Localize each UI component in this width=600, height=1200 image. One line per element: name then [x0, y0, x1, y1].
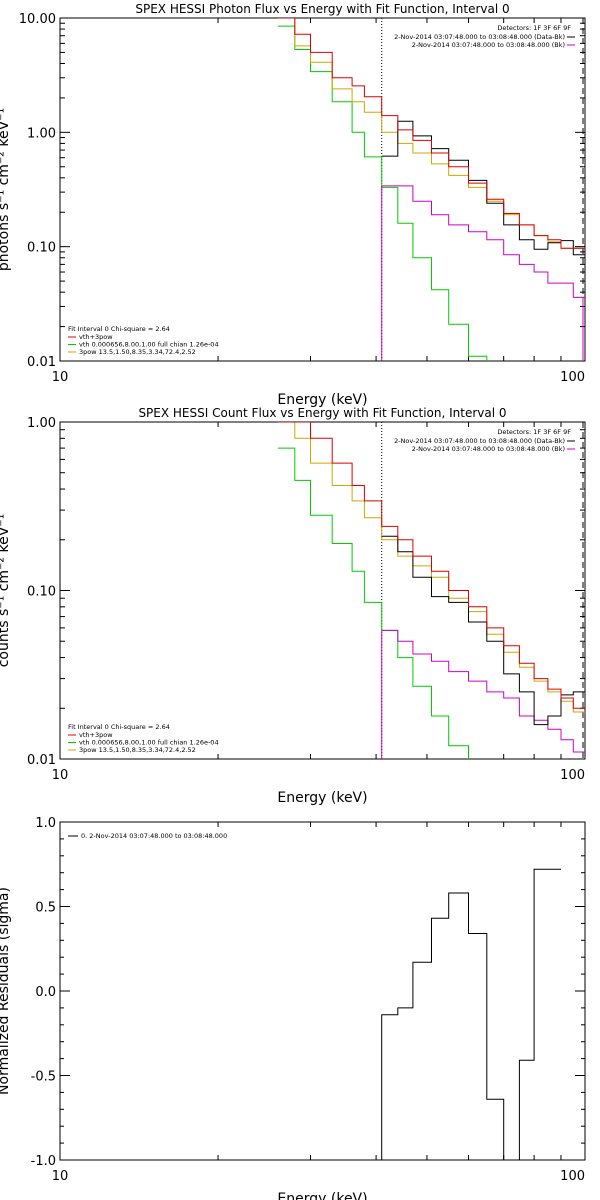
time-range-label: 2-Nov-2014 03:07:48.000 to 03:08:48.000 … [412, 41, 565, 49]
detectors-label: Detectors: 1F 3F 6F 9F [497, 24, 571, 32]
series-group [277, 18, 585, 361]
legend-title: Fit Interval 0 Chi-square = 2.64 [68, 325, 170, 333]
y-axis-label: Normalized Residuals (sigma) [0, 887, 12, 1095]
time-range-label: 2-Nov-2014 03:07:48.000 to 03:08:48.000 … [394, 33, 565, 41]
series-vth-3pow [277, 422, 585, 709]
series-group [277, 422, 585, 759]
legend-entry: 0. 2-Nov-2014 03:07:48.000 to 03:08:48.0… [81, 832, 227, 840]
plot-frame [59, 17, 586, 362]
y-tick-label: 0.5 [35, 901, 56, 916]
legend-entry: vth 0.000656,8.00,1.00 full chian 1.26e-… [79, 341, 219, 349]
series-vth [277, 447, 469, 759]
x-axis-label: Energy (keV) [277, 392, 367, 408]
y-tick-label: 0.10 [27, 241, 56, 256]
legend-entry: vth 0.000656,8.00,1.00 full chian 1.26e-… [79, 739, 219, 747]
y-tick-label: 0.01 [27, 355, 56, 370]
x-tick-label: 10 [52, 768, 69, 783]
series-data-bk [381, 120, 585, 256]
panel-0: SPEX HESSI Photon Flux vs Energy with Fi… [0, 2, 586, 408]
y-tick-label: -1.0 [31, 1154, 56, 1169]
series-bk [381, 185, 585, 298]
series-3pow [277, 422, 585, 713]
time-range-label: 2-Nov-2014 03:07:48.000 to 03:08:48.000 … [412, 445, 565, 453]
series-bk [381, 629, 585, 753]
legend-entry: vth+3pow [79, 731, 113, 739]
detectors-label: Detectors: 1F 3F 6F 9F [497, 428, 571, 436]
legend-entry: vth+3pow [79, 333, 113, 341]
plot-frame [59, 821, 586, 1161]
legend-title: Fit Interval 0 Chi-square = 2.64 [68, 723, 170, 731]
legend-entry: 3pow 13.5,1.50,8.35,3.34,72.4,2.52 [79, 348, 196, 356]
y-tick-label: 1.00 [27, 416, 56, 431]
x-tick-label: 100 [560, 370, 585, 385]
y-axis-label: counts s⁻¹ cm⁻² keV⁻¹ [0, 514, 12, 668]
y-tick-label: -0.5 [31, 1070, 56, 1085]
panel-2: 10 100 Energy (keV) -1.0 -0.5 0.0 0.5 1.0 Normal… [0, 816, 586, 1200]
legend-entry: 3pow 13.5,1.50,8.35,3.34,72.4,2.52 [79, 746, 196, 754]
y-tick-label: 0.01 [27, 753, 56, 768]
x-tick-label: 10 [52, 1169, 69, 1184]
x-axis-label: Energy (keV) [277, 1191, 367, 1200]
series-vth [277, 25, 488, 361]
x-tick-label: 100 [560, 768, 585, 783]
chart-title: SPEX HESSI Count Flux vs Energy with Fit… [138, 406, 506, 420]
y-tick-label: 10.00 [19, 12, 56, 27]
chart-title: SPEX HESSI Photon Flux vs Energy with Fi… [135, 2, 509, 16]
series-group [381, 868, 561, 1160]
series-vth-3pow [277, 18, 585, 249]
x-axis-label: Energy (keV) [277, 790, 367, 806]
x-tick-label: 100 [560, 1169, 585, 1184]
y-tick-label: 0.0 [35, 985, 56, 1000]
plot-frame [59, 421, 586, 760]
y-axis-label: photons s⁻¹ cm⁻² keV⁻¹ [0, 108, 12, 271]
y-tick-label: 1.00 [27, 126, 56, 141]
time-range-label: 2-Nov-2014 03:07:48.000 to 03:08:48.000 … [394, 437, 565, 445]
y-tick-label: 1.0 [35, 816, 56, 831]
series-residuals [381, 868, 561, 1160]
y-tick-label: 0.10 [27, 585, 56, 600]
x-tick-label: 10 [52, 370, 69, 385]
panel-1: SPEX HESSI Count Flux vs Energy with Fit… [0, 406, 586, 806]
series-data-bk [381, 535, 585, 726]
